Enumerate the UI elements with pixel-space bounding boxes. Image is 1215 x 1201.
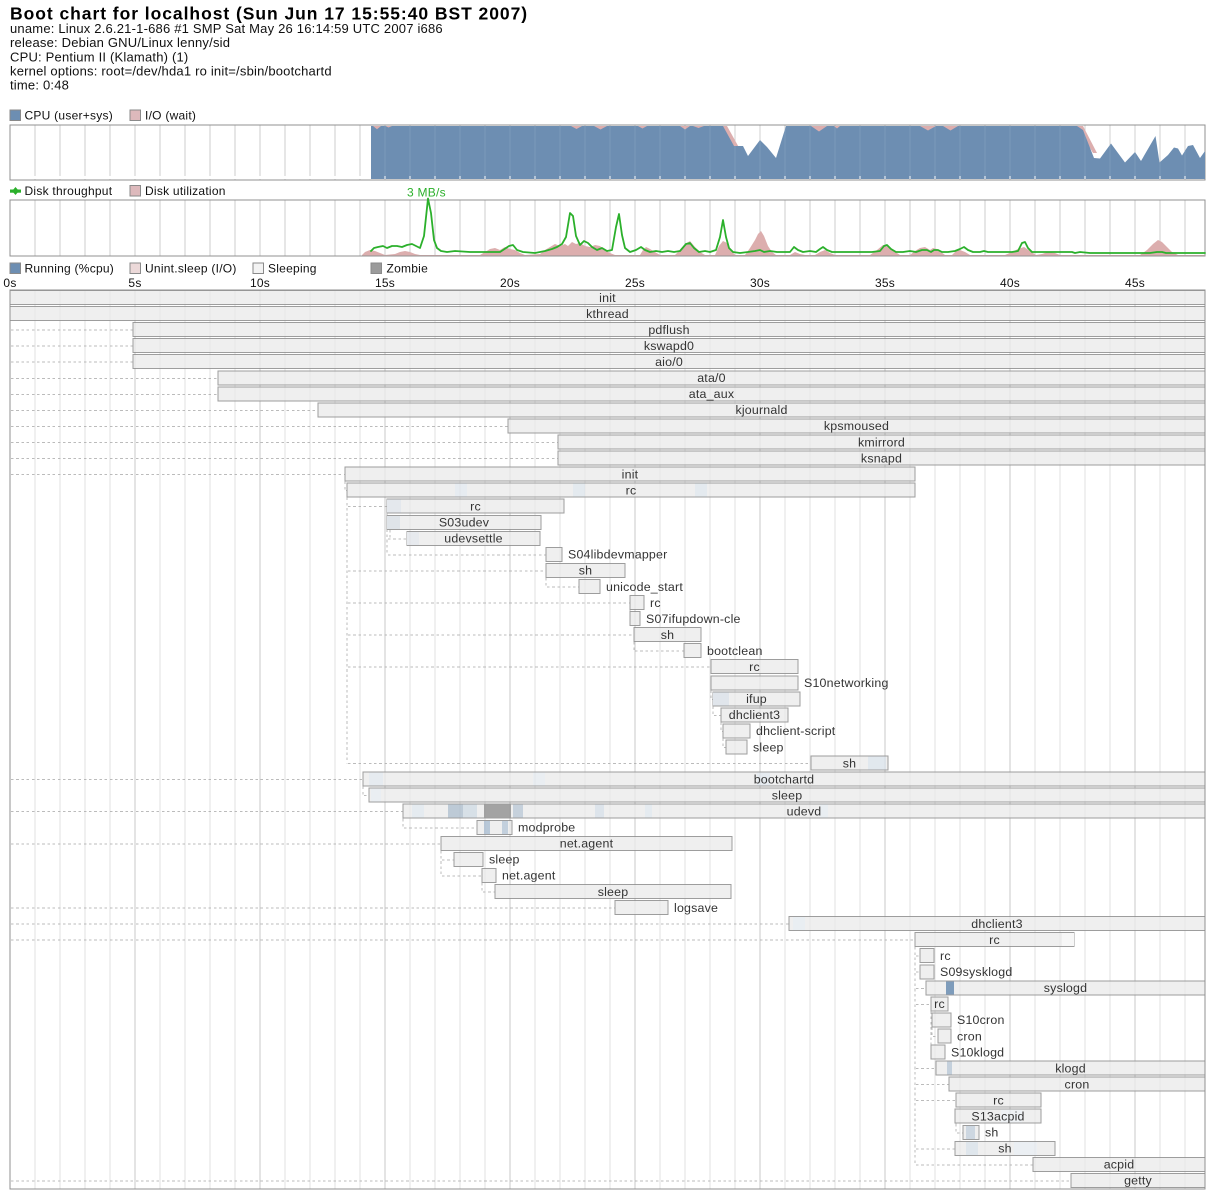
svg-text:20s: 20s [500,276,520,290]
svg-text:sleep: sleep [598,885,629,899]
svg-text:I/O (wait): I/O (wait) [145,109,196,123]
svg-text:3 MB/s: 3 MB/s [407,186,446,200]
svg-text:rc: rc [989,933,1000,947]
svg-text:30s: 30s [750,276,770,290]
svg-text:rc: rc [749,660,760,674]
svg-text:ata/0: ata/0 [697,371,726,385]
svg-text:sh: sh [843,756,857,770]
svg-text:ifup: ifup [746,692,767,706]
svg-text:40s: 40s [1000,276,1020,290]
svg-text:cron: cron [1065,1077,1090,1091]
svg-text:ata_aux: ata_aux [689,387,735,401]
svg-text:dhclient-script: dhclient-script [756,724,836,738]
svg-text:getty: getty [1124,1174,1152,1188]
svg-text:unicode_start: unicode_start [606,580,683,594]
svg-text:pdflush: pdflush [648,323,689,337]
svg-text:5s: 5s [128,276,141,290]
svg-text:S03udev: S03udev [439,516,490,530]
svg-text:sh: sh [661,628,675,642]
svg-text:S10networking: S10networking [804,676,889,690]
svg-text:net.agent: net.agent [560,837,614,851]
svg-text:dhclient3: dhclient3 [971,917,1022,931]
svg-text:Disk throughput: Disk throughput [25,184,113,198]
svg-text:kthread: kthread [586,307,629,321]
svg-text:S09sysklogd: S09sysklogd [940,965,1012,979]
svg-text:modprobe: modprobe [518,821,575,835]
svg-text:sh: sh [579,564,593,578]
svg-text:bootclean: bootclean [707,644,763,658]
svg-text:uname: Linux 2.6.21-1-686 #1 S: uname: Linux 2.6.21-1-686 #1 SMP Sat May… [10,21,443,36]
svg-text:bootchartd: bootchartd [754,772,815,786]
svg-text:S13acpid: S13acpid [971,1110,1024,1124]
svg-text:Sleeping: Sleeping [268,262,317,276]
svg-text:sh: sh [985,1126,999,1140]
svg-text:Zombie: Zombie [387,262,429,276]
svg-text:udevsettle: udevsettle [444,532,502,546]
svg-text:rc: rc [470,500,481,514]
svg-text:CPU: Pentium II (Klamath) (1): CPU: Pentium II (Klamath) (1) [10,49,188,64]
svg-text:sleep: sleep [489,853,520,867]
svg-text:CPU (user+sys): CPU (user+sys) [25,109,114,123]
svg-text:sleep: sleep [772,789,803,803]
svg-text:rc: rc [993,1094,1004,1108]
svg-text:S04libdevmapper: S04libdevmapper [568,548,667,562]
svg-text:Running (%cpu): Running (%cpu) [25,262,115,276]
svg-text:0s: 0s [3,276,16,290]
svg-text:S07ifupdown-cle: S07ifupdown-cle [646,612,741,626]
svg-text:rc: rc [940,949,951,963]
svg-text:Boot chart for localhost (Sun: Boot chart for localhost (Sun Jun 17 15:… [10,4,528,24]
svg-text:init: init [599,291,616,305]
svg-text:acpid: acpid [1104,1158,1135,1172]
svg-text:S10klogd: S10klogd [951,1045,1004,1059]
svg-text:dhclient3: dhclient3 [729,708,780,722]
svg-text:cron: cron [957,1029,982,1043]
svg-text:time: 0:48: time: 0:48 [10,77,69,92]
svg-text:klogd: klogd [1055,1061,1086,1075]
svg-text:sh: sh [998,1142,1012,1156]
svg-text:kpsmoused: kpsmoused [824,419,889,433]
svg-text:release: Debian GNU/Linux lenn: release: Debian GNU/Linux lenny/sid [10,35,230,50]
svg-text:10s: 10s [250,276,270,290]
svg-text:kjournald: kjournald [735,403,787,417]
svg-text:sleep: sleep [753,740,784,754]
svg-text:S10cron: S10cron [957,1013,1005,1027]
svg-text:udevd: udevd [787,805,822,819]
svg-text:kernel options: root=/dev/hda1: kernel options: root=/dev/hda1 ro init=/… [10,63,332,78]
svg-text:25s: 25s [625,276,645,290]
svg-text:rc: rc [934,997,945,1011]
svg-text:net.agent: net.agent [502,869,556,883]
svg-text:init: init [622,467,639,481]
svg-text:kmirrord: kmirrord [858,435,905,449]
svg-text:Unint.sleep (I/O): Unint.sleep (I/O) [145,262,237,276]
svg-text:rc: rc [650,596,661,610]
svg-text:aio/0: aio/0 [655,355,683,369]
svg-text:logsave: logsave [674,901,718,915]
svg-text:kswapd0: kswapd0 [644,339,694,353]
svg-text:15s: 15s [375,276,395,290]
svg-text:45s: 45s [1125,276,1145,290]
svg-text:rc: rc [626,483,637,497]
svg-text:syslogd: syslogd [1044,981,1087,995]
svg-text:35s: 35s [875,276,895,290]
svg-text:Disk utilization: Disk utilization [145,184,226,198]
svg-text:ksnapd: ksnapd [861,451,902,465]
